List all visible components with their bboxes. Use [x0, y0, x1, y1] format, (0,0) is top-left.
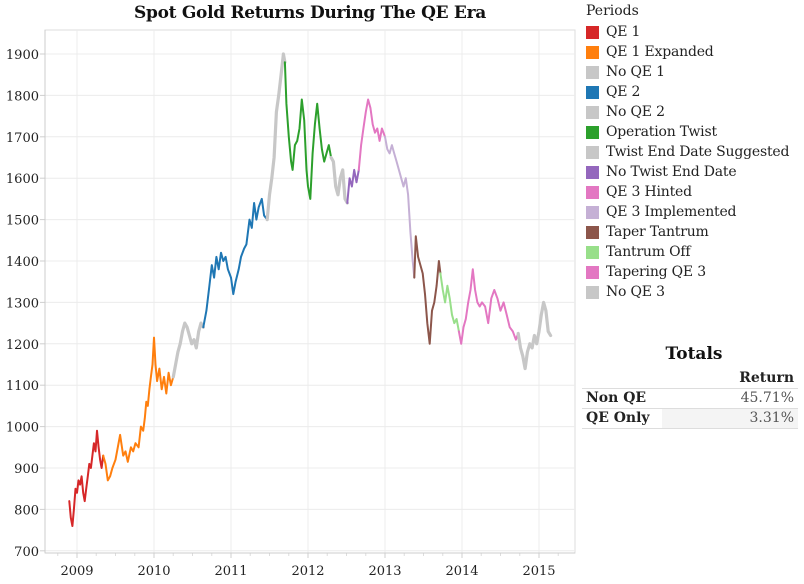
legend-label: Taper Tantrum — [606, 224, 709, 240]
legend-item[interactable]: No Twist End Date — [586, 162, 804, 182]
legend-item[interactable]: No QE 2 — [586, 102, 804, 122]
x-tick-label: 2009 — [60, 564, 93, 579]
y-tick-label: 1400 — [6, 255, 39, 270]
legend-swatch — [586, 185, 599, 199]
legend-item[interactable]: Twist End Date Suggested — [586, 142, 804, 162]
totals-row-non-qe: Non QE 45.71% — [582, 389, 798, 409]
legend-label: QE 3 Hinted — [606, 184, 692, 200]
legend-label: No QE 2 — [606, 104, 665, 120]
legend-item[interactable]: QE 2 — [586, 82, 804, 102]
x-tick-label: 2012 — [291, 564, 324, 579]
legend-label: Tapering QE 3 — [606, 264, 706, 280]
legend-swatch — [586, 85, 599, 99]
legend-label: No Twist End Date — [606, 164, 737, 180]
series-line-tapering-qe-3[interactable] — [457, 268, 520, 345]
series-line-qe-3-implemented[interactable] — [384, 135, 416, 279]
series-line-twist-end-date-suggested[interactable] — [329, 155, 349, 205]
legend-item[interactable]: Tantrum Off — [586, 242, 804, 262]
series-line-no-qe-2[interactable] — [265, 52, 287, 222]
y-tick-label: 1000 — [6, 421, 39, 436]
series-layer — [68, 52, 553, 527]
chart-title: Spot Gold Returns During The QE Era — [134, 3, 486, 23]
legend-item[interactable]: No QE 1 — [586, 62, 804, 82]
totals-column-header: Return — [582, 368, 798, 389]
legend-label: QE 3 Implemented — [606, 204, 737, 220]
legend-label: QE 2 — [606, 84, 641, 100]
series-line-no-twist-end-date[interactable] — [346, 168, 360, 204]
series-line-qe-1[interactable] — [68, 429, 105, 527]
totals-title: Totals — [665, 344, 723, 364]
legend-label: QE 1 — [606, 24, 641, 40]
x-tick-label: 2013 — [368, 564, 401, 579]
legend-swatch — [586, 145, 599, 159]
series-line-qe-2[interactable] — [202, 197, 269, 329]
series-line-taper-tantrum[interactable] — [413, 235, 442, 345]
axes: 2009 2010 2011 2012 2013 2014 2015 700 800 900 100… — [6, 30, 575, 579]
row-value: 45.71% — [740, 390, 794, 406]
legend-item[interactable]: QE 3 Hinted — [586, 182, 804, 202]
series-line-qe-3-hinted[interactable] — [357, 98, 386, 171]
series-line-tantrum-off[interactable] — [439, 272, 460, 333]
row-label: Non QE — [586, 390, 647, 406]
legend-item[interactable]: QE 1 — [586, 22, 804, 42]
y-tick-label: 800 — [14, 503, 39, 518]
legend-swatch — [586, 225, 599, 239]
totals-row-qe-only: QE Only 3.31% — [582, 409, 798, 429]
y-tick-label: 1700 — [6, 131, 39, 146]
legend-label: No QE 1 — [606, 64, 665, 80]
legend-swatch — [586, 25, 599, 39]
legend-swatch — [586, 125, 599, 139]
x-tick-label: 2014 — [445, 564, 478, 579]
legend-label: Twist End Date Suggested — [606, 144, 790, 160]
legend-swatch — [586, 105, 599, 119]
legend-swatch — [586, 245, 599, 259]
legend-item[interactable]: Taper Tantrum — [586, 222, 804, 242]
legend: Periods QE 1 QE 1 Expanded No QE 1 QE 2 No Q… — [586, 2, 804, 302]
y-tick-label: 1100 — [6, 379, 39, 394]
legend-item[interactable]: QE 3 Implemented — [586, 202, 804, 222]
legend-label: Tantrum Off — [606, 244, 691, 260]
legend-swatch — [586, 285, 599, 299]
y-tick-label: 1600 — [6, 172, 39, 187]
legend-item[interactable]: Tapering QE 3 — [586, 262, 804, 282]
y-tick-label: 1900 — [6, 48, 39, 63]
legend-item[interactable]: Operation Twist — [586, 122, 804, 142]
series-line-no-qe-1[interactable] — [171, 321, 205, 379]
y-tick-label: 1800 — [6, 89, 39, 104]
y-tick-label: 900 — [14, 462, 39, 477]
totals-table: Totals Return Non QE 45.71% QE Only 3.31… — [582, 344, 798, 429]
y-tick-label: 1500 — [6, 214, 39, 229]
legend-label: QE 1 Expanded — [606, 44, 714, 60]
legend-swatch — [586, 65, 599, 79]
y-tick-label: 1300 — [6, 296, 39, 311]
grid-lines — [45, 30, 575, 553]
y-tick-label: 1200 — [6, 338, 39, 353]
legend-label: No QE 3 — [606, 284, 665, 300]
row-label: QE Only — [586, 410, 650, 426]
legend-swatch — [586, 205, 599, 219]
x-tick-label: 2010 — [137, 564, 170, 579]
legend-title: Periods — [586, 3, 639, 19]
legend-swatch — [586, 265, 599, 279]
plot-area — [44, 29, 576, 554]
legend-item[interactable]: QE 1 Expanded — [586, 42, 804, 62]
legend-label: Operation Twist — [606, 124, 717, 140]
legend-item[interactable]: No QE 3 — [586, 282, 804, 302]
series-line-operation-twist[interactable] — [283, 61, 333, 200]
legend-swatch — [586, 45, 599, 59]
line-chart: 2009 2010 2011 2012 2013 2014 2015 700 800 900 100… — [6, 29, 576, 579]
x-tick-label: 2015 — [522, 564, 555, 579]
row-value: 3.31% — [662, 409, 798, 428]
x-tick-label: 2011 — [214, 564, 247, 579]
y-tick-label: 700 — [14, 545, 39, 560]
series-line-qe-1-expanded[interactable] — [102, 336, 175, 482]
series-line-no-qe-3[interactable] — [516, 300, 553, 371]
legend-swatch — [586, 165, 599, 179]
